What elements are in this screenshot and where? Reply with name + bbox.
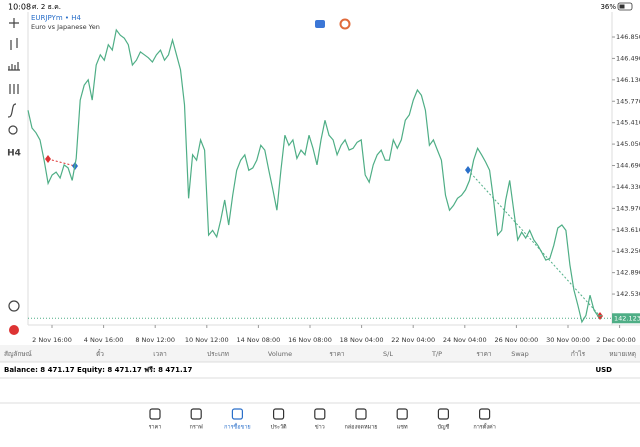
x-tick-label: 2 Dec 00:00 — [596, 336, 636, 344]
column-header: เวลา — [153, 350, 167, 358]
current-price-label: 142.123 — [614, 314, 640, 322]
trade-line — [467, 169, 601, 317]
status-date: ศ. 2 ธ.ค. — [32, 3, 61, 11]
x-tick-label: 2 Nov 16:00 — [32, 336, 72, 344]
y-tick-label: 143.970 — [616, 204, 640, 212]
chart-type-tool[interactable] — [10, 38, 18, 50]
x-tick-label: 14 Nov 08:00 — [236, 336, 280, 344]
column-header: ราคา — [476, 350, 491, 358]
volume-tool[interactable] — [8, 62, 20, 71]
trade-marker — [465, 166, 471, 174]
timeframe-button[interactable]: H4 — [7, 149, 21, 159]
y-tick-label: 142.890 — [616, 269, 640, 277]
table-header — [0, 345, 640, 362]
tab-label[interactable]: ราคา — [149, 425, 162, 431]
y-tick-label: 145.770 — [616, 97, 640, 105]
column-header: หมายเหตุ — [609, 350, 636, 358]
x-tick-label: 16 Nov 08:00 — [288, 336, 332, 344]
balance-summary: Balance: 8 471.17 Equity: 8 471.17 ฟรี: … — [4, 366, 193, 374]
x-tick-label: 8 Nov 12:00 — [135, 336, 175, 344]
trade-line — [47, 158, 76, 167]
tab-label[interactable]: การตั้งค่า — [473, 423, 495, 431]
tab-icon[interactable] — [396, 408, 408, 420]
status-time: 10:08 — [8, 3, 31, 12]
battery-level — [619, 4, 625, 9]
x-tick-label: 18 Nov 04:00 — [340, 336, 384, 344]
tab-icon[interactable] — [190, 408, 202, 420]
y-tick-label: 143.250 — [616, 247, 640, 255]
tab-label[interactable]: แชท — [397, 424, 408, 431]
column-header: T/P — [431, 350, 442, 358]
column-header: Volume — [268, 350, 292, 358]
tab-label[interactable]: ข่าว — [315, 425, 325, 431]
symbol: EURJPYm • H4 — [31, 14, 81, 22]
trade-icon[interactable] — [9, 325, 19, 335]
tab-label[interactable]: ประวัติ — [271, 424, 287, 431]
column-header: กำไร — [571, 350, 586, 358]
function-tool[interactable] — [7, 103, 17, 118]
y-tick-label: 142.530 — [616, 290, 640, 298]
tab-bar: ราคา กราฟ การซื้อขาย ประวัติ ข่าว กล่องจดหมาย… — [149, 408, 496, 431]
tab-icon[interactable] — [149, 408, 161, 420]
objects-tool[interactable] — [8, 125, 18, 135]
x-tick-label: 24 Nov 04:00 — [443, 336, 487, 344]
y-tick-label: 145.410 — [616, 119, 640, 127]
price-line — [27, 28, 603, 324]
y-tick-label: 145.050 — [616, 140, 640, 148]
trade-marker — [45, 155, 51, 163]
y-tick-label: 146.490 — [616, 54, 640, 62]
tab-label[interactable]: กราฟ — [190, 424, 203, 431]
battery-icon — [617, 2, 633, 11]
left-toolbar — [7, 18, 20, 312]
indicators-tool[interactable] — [9, 84, 19, 94]
current-price-box — [612, 313, 640, 324]
column-header: Swap — [511, 350, 529, 358]
crosshair-tool[interactable] — [9, 18, 19, 28]
x-tick-label: 10 Nov 12:00 — [185, 336, 229, 344]
tab-icon[interactable] — [355, 408, 367, 420]
status-battery: 36% — [600, 3, 616, 11]
y-tick-label: 146.850 — [616, 33, 640, 41]
tab-icon[interactable] — [479, 408, 491, 420]
column-header: ประเภท — [207, 350, 229, 358]
tab-icon[interactable] — [273, 408, 285, 420]
tab-label[interactable]: การซื้อขาย — [224, 423, 250, 431]
tab-label[interactable]: กล่องจดหมาย — [344, 425, 377, 431]
y-tick-label: 144.330 — [616, 183, 640, 191]
symbol-description: Euro vs Japanese Yen — [31, 23, 100, 31]
y-tick-label: 143.610 — [616, 226, 640, 234]
zoom-tool[interactable] — [8, 300, 20, 312]
x-tick-label: 22 Nov 04:00 — [391, 336, 435, 344]
column-header: ราคา — [329, 350, 344, 358]
x-tick-label: 26 Nov 00:00 — [494, 336, 538, 344]
tab-label[interactable]: บัญชี — [437, 424, 449, 431]
y-tick-label: 146.130 — [616, 76, 640, 84]
signal-icon[interactable] — [339, 18, 351, 30]
column-header: ตั๋ว — [96, 349, 104, 358]
y-tick-label: 144.690 — [616, 162, 640, 170]
x-tick-label: 4 Nov 16:00 — [84, 336, 124, 344]
tab-icon[interactable] — [231, 408, 243, 420]
one-click-icon[interactable] — [315, 20, 325, 28]
column-header: S/L — [383, 350, 393, 358]
x-tick-label: 30 Nov 00:00 — [546, 336, 590, 344]
tab-icon[interactable] — [437, 408, 449, 420]
currency: USD — [595, 366, 612, 374]
tab-icon[interactable] — [314, 408, 326, 420]
column-header: สัญลักษณ์ — [4, 350, 32, 358]
